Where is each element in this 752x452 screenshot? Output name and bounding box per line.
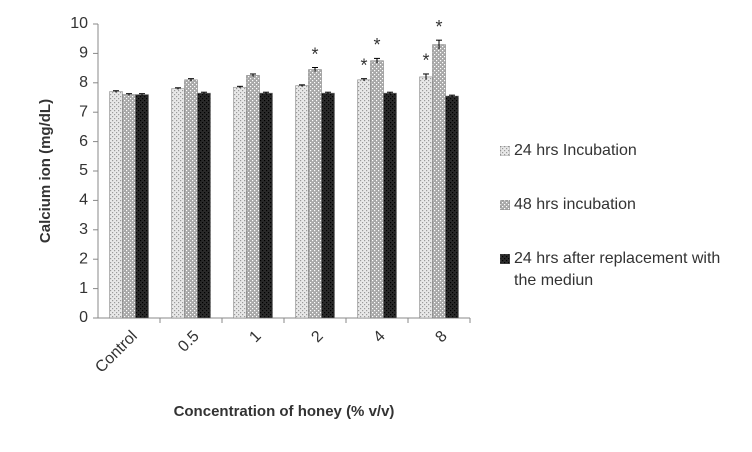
x-tick-label: Control [92,328,141,377]
y-tick-label: 6 [79,133,88,150]
annotation: * [311,44,318,64]
error-bar [237,85,243,89]
y-tick-label: 8 [79,74,88,91]
legend-swatch [500,200,510,210]
bar [122,94,136,319]
error-bar [423,73,429,80]
error-bar [188,78,194,82]
bar [357,79,371,319]
y-tick-label: 5 [79,162,88,179]
legend-item: 24 hrs Incubation [500,140,745,162]
bar [184,79,198,319]
error-bar [250,73,256,77]
error-bar [387,91,393,94]
error-bar [126,93,132,96]
legend-label: 24 hrs Incubation [514,142,637,159]
y-tick-label: 3 [79,221,88,238]
error-bar [139,93,145,96]
legend-swatch [500,254,510,264]
annotation: * [360,55,367,75]
bar [419,76,433,319]
x-tick-label: 2 [308,328,326,346]
x-tick-label: 0.5 [175,328,203,356]
legend-item: 48 hrs incubation [500,194,745,216]
bar [370,60,384,319]
error-bar [263,91,269,94]
legend: 24 hrs Incubation 48 hrs incubation 24 hrs… [500,140,745,324]
bar [432,44,446,319]
bar [308,69,322,319]
x-axis-label: Concentration of honey (% v/v) [174,403,395,420]
bar [135,94,149,319]
error-bar [449,94,455,97]
annotation: * [422,51,429,71]
x-tick-label: 1 [246,328,264,346]
error-bar [299,84,305,87]
annotation: * [435,17,442,37]
y-tick-label: 10 [70,15,88,32]
bar [109,91,123,319]
bar [445,95,459,319]
x-tick-label: 8 [432,328,450,346]
legend-label: 24 hrs after replacement with the mediun [514,250,721,289]
annotation: * [373,35,380,55]
bar [171,88,185,319]
legend-item: 24 hrs after replacement with the mediun [500,248,745,292]
y-axis-label: Calcium ion (mg/dL) [37,99,54,243]
x-tick-label: 4 [370,328,388,346]
y-tick-label: 4 [79,192,88,209]
legend-swatch [500,146,510,156]
bar [246,75,260,319]
y-tick-label: 1 [79,280,88,297]
legend-label: 48 hrs incubation [514,196,636,213]
bar [295,85,309,319]
error-bar [436,39,442,49]
bar [197,92,211,319]
error-bar [201,91,207,94]
error-bar [325,91,331,94]
y-tick-label: 9 [79,45,88,62]
error-bar [312,67,318,72]
bar [233,86,247,319]
y-tick-label: 7 [79,103,88,120]
bar [321,92,335,319]
bar [259,92,273,319]
error-bar [113,90,119,93]
error-bar [175,87,181,90]
error-bar [361,78,367,82]
bar [383,92,397,319]
error-bar [374,57,380,64]
y-tick-label: 0 [79,309,88,326]
y-tick-label: 2 [79,250,88,267]
